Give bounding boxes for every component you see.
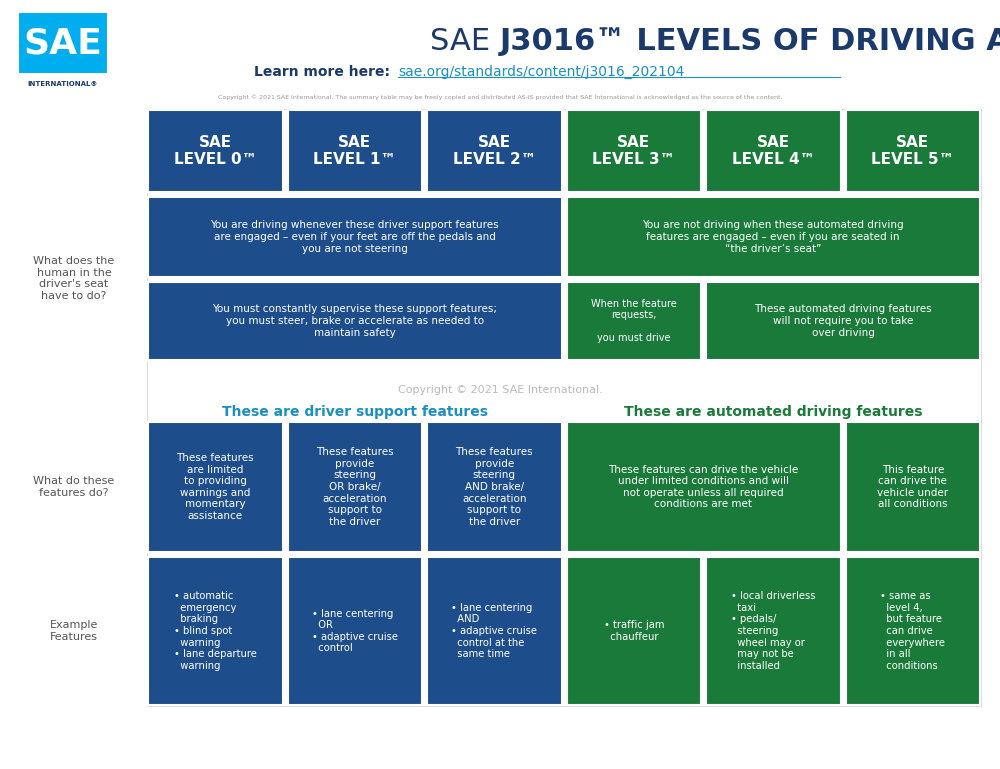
- Bar: [566, 557, 701, 705]
- Text: J3016™ LEVELS OF DRIVING AUTOMATION™: J3016™ LEVELS OF DRIVING AUTOMATION™: [500, 28, 1000, 56]
- Bar: [147, 109, 981, 706]
- Text: You are not driving when these automated driving
features are engaged – even if : You are not driving when these automated…: [642, 221, 904, 254]
- Text: These features
are limited
to providing
warnings and
momentary
assistance: These features are limited to providing …: [176, 453, 254, 521]
- Bar: [566, 282, 701, 360]
- Text: When the feature
requests,

you must drive: When the feature requests, you must driv…: [591, 298, 677, 344]
- Bar: [566, 197, 980, 277]
- Bar: [846, 422, 980, 552]
- Text: These features can drive the vehicle
under limited conditions and will
not opera: These features can drive the vehicle und…: [608, 464, 799, 509]
- Bar: [288, 110, 422, 192]
- Text: • local driverless
  taxi
• pedals/
  steering
  wheel may or
  may not be
  ins: • local driverless taxi • pedals/ steeri…: [731, 591, 816, 671]
- Bar: [566, 422, 840, 552]
- Bar: [846, 110, 980, 192]
- Text: SAE
LEVEL 4™: SAE LEVEL 4™: [732, 135, 815, 167]
- Text: Example
Features: Example Features: [50, 621, 98, 642]
- Bar: [427, 557, 562, 705]
- Bar: [148, 422, 283, 552]
- Text: SAE
LEVEL 3™: SAE LEVEL 3™: [592, 135, 675, 167]
- Bar: [148, 557, 283, 705]
- Text: SAE: SAE: [430, 28, 500, 56]
- Text: What does the
human in the
driver's seat
have to do?: What does the human in the driver's seat…: [33, 256, 115, 301]
- Bar: [427, 110, 562, 192]
- Bar: [148, 197, 562, 277]
- Bar: [288, 422, 422, 552]
- Text: These automated driving features
will not require you to take
over driving: These automated driving features will no…: [754, 305, 932, 338]
- Text: Learn more here:: Learn more here:: [254, 65, 390, 79]
- Text: sae.org/standards/content/j3016_202104: sae.org/standards/content/j3016_202104: [398, 65, 684, 79]
- Bar: [846, 557, 980, 705]
- Bar: [18, 12, 108, 74]
- Text: INTERNATIONAL®: INTERNATIONAL®: [28, 81, 98, 87]
- Bar: [706, 282, 980, 360]
- Text: SAE: SAE: [24, 26, 102, 60]
- Text: You must constantly supervise these support features;
you must steer, brake or a: You must constantly supervise these supp…: [212, 305, 497, 338]
- Bar: [706, 557, 840, 705]
- Text: • same as
  level 4,
  but feature
  can drive
  everywhere
  in all
  condition: • same as level 4, but feature can drive…: [880, 591, 945, 671]
- Bar: [148, 282, 562, 360]
- Text: SAE
LEVEL 5™: SAE LEVEL 5™: [871, 135, 954, 167]
- Text: These features
provide
steering
AND brake/
acceleration
support to
the driver: These features provide steering AND brak…: [455, 448, 533, 527]
- Bar: [288, 557, 422, 705]
- Text: Copyright © 2021 SAE International. The summary table may be freely copied and d: Copyright © 2021 SAE International. The …: [218, 94, 782, 100]
- Bar: [566, 110, 701, 192]
- Bar: [148, 110, 283, 192]
- Text: You are driving whenever these driver support features
are engaged – even if you: You are driving whenever these driver su…: [210, 221, 499, 254]
- Bar: [706, 110, 840, 192]
- Text: What do these
features do?: What do these features do?: [33, 476, 115, 498]
- Text: SAE
LEVEL 1™: SAE LEVEL 1™: [313, 135, 396, 167]
- Text: These are automated driving features: These are automated driving features: [624, 405, 922, 419]
- Text: • lane centering
  AND
• adaptive cruise
  control at the
  same time: • lane centering AND • adaptive cruise c…: [451, 603, 537, 659]
- Text: These features
provide
steering
OR brake/
acceleration
support to
the driver: These features provide steering OR brake…: [316, 448, 394, 527]
- Text: Copyright © 2021 SAE International.: Copyright © 2021 SAE International.: [398, 385, 602, 395]
- Text: SAE
LEVEL 2™: SAE LEVEL 2™: [453, 135, 536, 167]
- Text: This feature
can drive the
vehicle under
all conditions: This feature can drive the vehicle under…: [877, 464, 948, 509]
- Text: • automatic
  emergency
  braking
• blind spot
  warning
• lane departure
  warn: • automatic emergency braking • blind sp…: [174, 591, 257, 671]
- Text: These are driver support features: These are driver support features: [222, 405, 488, 419]
- Bar: [427, 422, 562, 552]
- Text: • lane centering
  OR
• adaptive cruise
  control: • lane centering OR • adaptive cruise co…: [312, 608, 398, 654]
- Text: SAE
LEVEL 0™: SAE LEVEL 0™: [174, 135, 257, 167]
- Text: • traffic jam
  chauffeur: • traffic jam chauffeur: [604, 621, 664, 642]
